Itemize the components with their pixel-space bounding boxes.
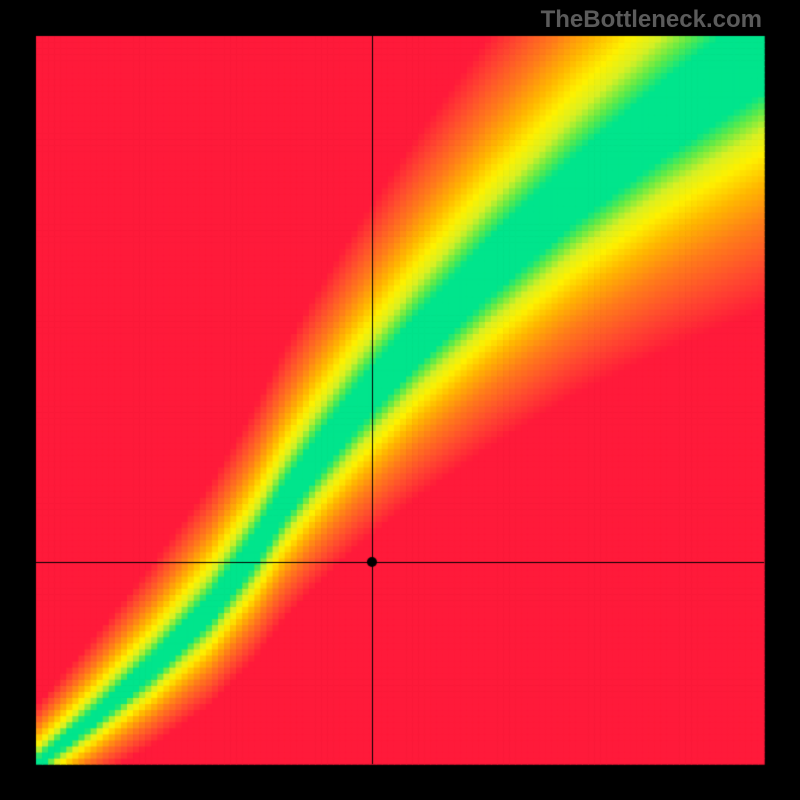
bottleneck-heatmap-canvas	[0, 0, 800, 800]
watermark-text: TheBottleneck.com	[541, 6, 762, 34]
chart-container: TheBottleneck.com	[0, 0, 800, 800]
